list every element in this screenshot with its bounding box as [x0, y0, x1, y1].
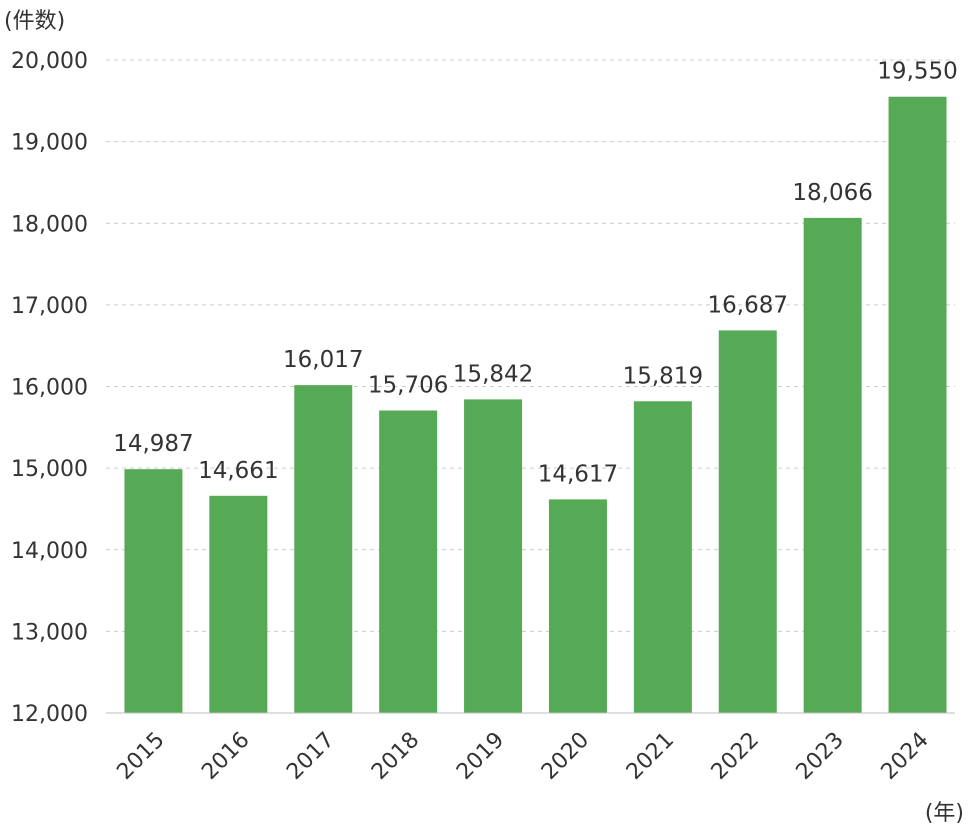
x-tick-label-2021: 2021: [622, 728, 679, 785]
bar-2017: [294, 385, 353, 713]
y-tick-label: 13,000: [11, 620, 88, 645]
data-label-2024: 19,550: [877, 59, 957, 85]
x-tick-label-2024: 2024: [877, 728, 934, 785]
y-tick-label: 16,000: [11, 376, 88, 401]
bars: [124, 96, 947, 714]
data-label-2019: 15,842: [453, 361, 533, 387]
bar-2021: [633, 401, 692, 713]
data-label-2021: 15,819: [623, 363, 703, 389]
x-axis-unit-label: (年): [925, 801, 964, 826]
bar-2023: [803, 217, 862, 714]
data-label-2018: 15,706: [368, 372, 448, 398]
y-tick-label: 20,000: [11, 49, 88, 74]
data-label-2015: 14,987: [113, 431, 193, 457]
x-tick-label-2022: 2022: [707, 728, 764, 785]
x-axis-ticks: 2015 2016 2017 2018 2019 2020 2021 2022 2023 2024: [112, 728, 933, 785]
y-tick-label: 15,000: [11, 457, 88, 482]
x-tick-label-2020: 2020: [537, 728, 594, 785]
y-axis-unit-label: (件数): [4, 9, 65, 34]
x-tick-label-2016: 2016: [197, 728, 254, 785]
data-label-2016: 14,661: [198, 458, 278, 484]
x-tick-label-2015: 2015: [112, 728, 169, 785]
x-tick-label-2019: 2019: [452, 728, 509, 785]
x-tick-label-2018: 2018: [367, 728, 424, 785]
y-tick-label: 18,000: [11, 212, 88, 237]
x-tick-label-2017: 2017: [282, 728, 339, 785]
y-tick-label: 17,000: [11, 294, 88, 319]
bar-2019: [464, 399, 523, 713]
bar-2015: [124, 469, 183, 713]
data-label-2017: 16,017: [283, 347, 363, 373]
bar-2018: [379, 410, 438, 713]
y-tick-label: 19,000: [11, 131, 88, 156]
y-tick-label: 14,000: [11, 539, 88, 564]
y-axis-ticks: 12,000 13,000 14,000 15,000 16,000 17,000 18,0…: [11, 49, 88, 727]
data-label-2023: 18,066: [792, 180, 872, 206]
bar-2016: [209, 495, 268, 713]
x-tick-label-2023: 2023: [792, 728, 849, 785]
data-label-2020: 14,617: [538, 461, 618, 487]
y-tick-label: 12,000: [11, 702, 88, 727]
bar-2020: [548, 499, 607, 713]
data-label-2022: 16,687: [708, 292, 788, 318]
bar-2024: [888, 96, 947, 713]
bar-2022: [718, 330, 777, 713]
